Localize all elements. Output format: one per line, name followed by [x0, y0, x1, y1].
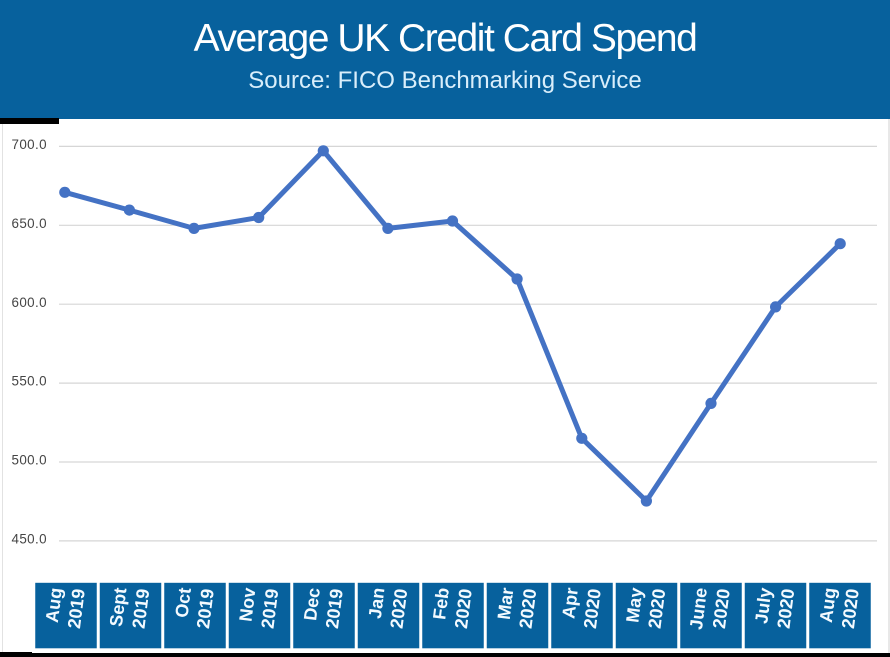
svg-text:2020: 2020 [580, 588, 605, 630]
svg-text:Jan: Jan [365, 587, 389, 620]
svg-text:Nov: Nov [235, 587, 259, 623]
svg-text:2020: 2020 [709, 588, 734, 630]
svg-text:Apr: Apr [558, 587, 582, 620]
svg-text:450.0: 450.0 [11, 532, 47, 547]
svg-text:July: July [751, 587, 775, 625]
svg-text:600.0: 600.0 [11, 295, 47, 310]
svg-text:700.0: 700.0 [11, 137, 47, 152]
svg-text:2020: 2020 [774, 588, 799, 630]
svg-text:Aug: Aug [816, 587, 840, 624]
svg-text:2019: 2019 [193, 588, 218, 630]
svg-text:500.0: 500.0 [11, 453, 47, 468]
svg-text:2019: 2019 [64, 588, 89, 630]
svg-text:2020: 2020 [387, 588, 412, 630]
svg-text:550.0: 550.0 [11, 374, 47, 389]
svg-text:Aug: Aug [42, 587, 66, 624]
svg-text:Mar: Mar [494, 587, 518, 621]
svg-text:650.0: 650.0 [11, 216, 47, 231]
svg-text:Dec: Dec [300, 587, 324, 622]
svg-text:Oct: Oct [171, 587, 195, 619]
svg-text:2019: 2019 [129, 588, 154, 630]
svg-text:2020: 2020 [838, 588, 863, 630]
svg-text:Feb: Feb [429, 587, 453, 621]
svg-text:Sept: Sept [106, 587, 131, 628]
svg-text:2019: 2019 [322, 588, 347, 630]
svg-text:2020: 2020 [451, 588, 476, 630]
svg-text:2020: 2020 [516, 588, 541, 630]
svg-text:May: May [622, 587, 646, 624]
svg-text:2019: 2019 [258, 588, 283, 630]
svg-text:2020: 2020 [645, 588, 670, 630]
